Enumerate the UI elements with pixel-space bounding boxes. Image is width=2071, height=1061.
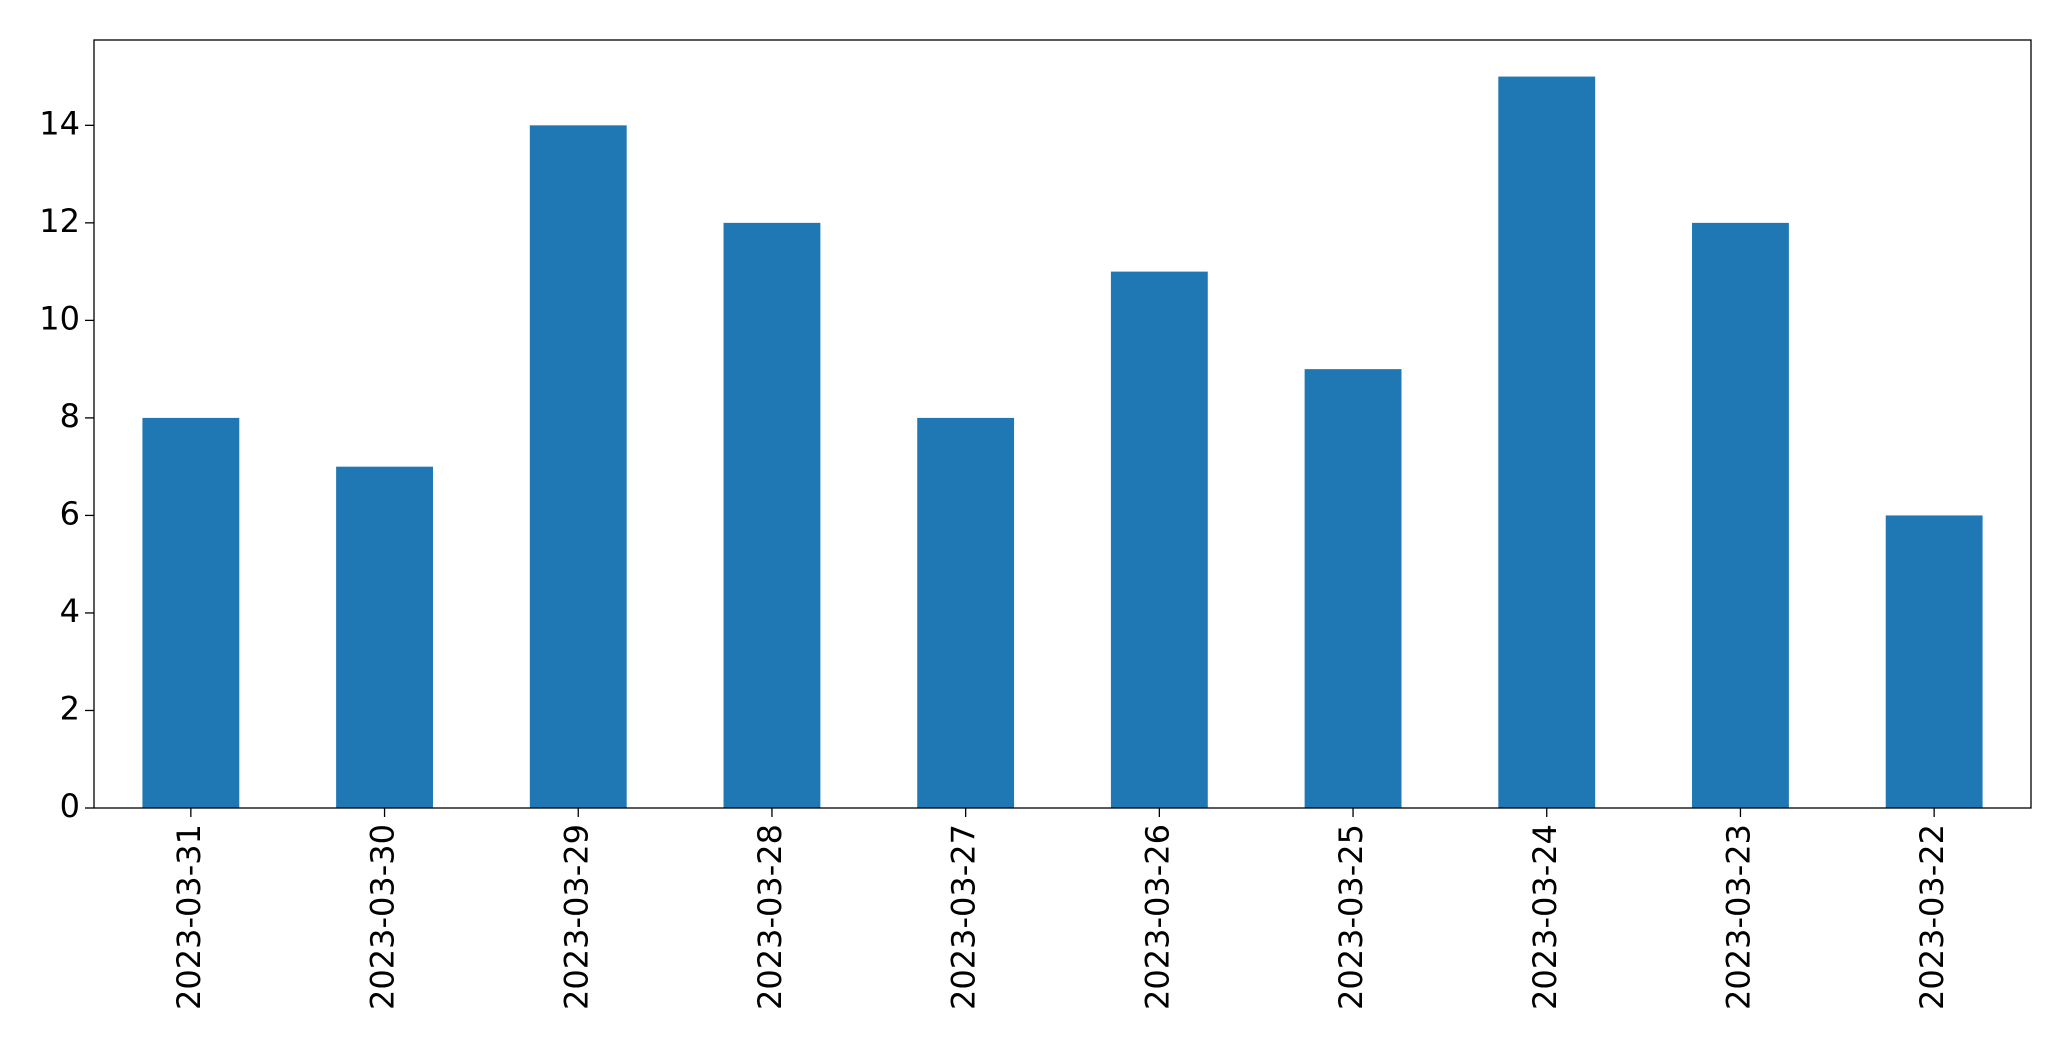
bar	[723, 222, 821, 808]
x-tick-label: 2023-03-22	[1913, 824, 1951, 1010]
bar	[142, 417, 240, 808]
y-tick-label: 0	[60, 787, 80, 825]
plot-frame	[93, 39, 2032, 809]
y-tick-label: 8	[60, 397, 80, 435]
x-tick-label: 2023-03-31	[170, 824, 208, 1010]
bar	[1692, 222, 1789, 808]
y-tick-label: 10	[39, 299, 80, 337]
y-tick-label: 2	[60, 689, 80, 727]
x-tick-label: 2023-03-25	[1332, 824, 1370, 1010]
bar	[1498, 76, 1596, 809]
x-tick-label: 2023-03-26	[1138, 824, 1176, 1010]
x-tick-label: 2023-03-28	[751, 824, 789, 1010]
bar	[1304, 369, 1402, 808]
y-tick-label: 6	[60, 494, 80, 532]
y-tick-label: 4	[60, 592, 80, 630]
y-tick-label: 14	[39, 104, 80, 142]
x-tick-label: 2023-03-24	[1526, 824, 1564, 1010]
bar	[1110, 271, 1208, 809]
bar	[917, 417, 1015, 808]
bar	[1885, 515, 1983, 808]
x-tick-label: 2023-03-30	[364, 824, 402, 1010]
x-tick-label: 2023-03-27	[945, 824, 983, 1010]
y-tick-label: 12	[39, 202, 80, 240]
x-tick-label: 2023-03-23	[1719, 824, 1757, 1010]
bar	[529, 125, 627, 809]
bar	[336, 466, 433, 808]
x-tick-label: 2023-03-29	[557, 824, 595, 1010]
